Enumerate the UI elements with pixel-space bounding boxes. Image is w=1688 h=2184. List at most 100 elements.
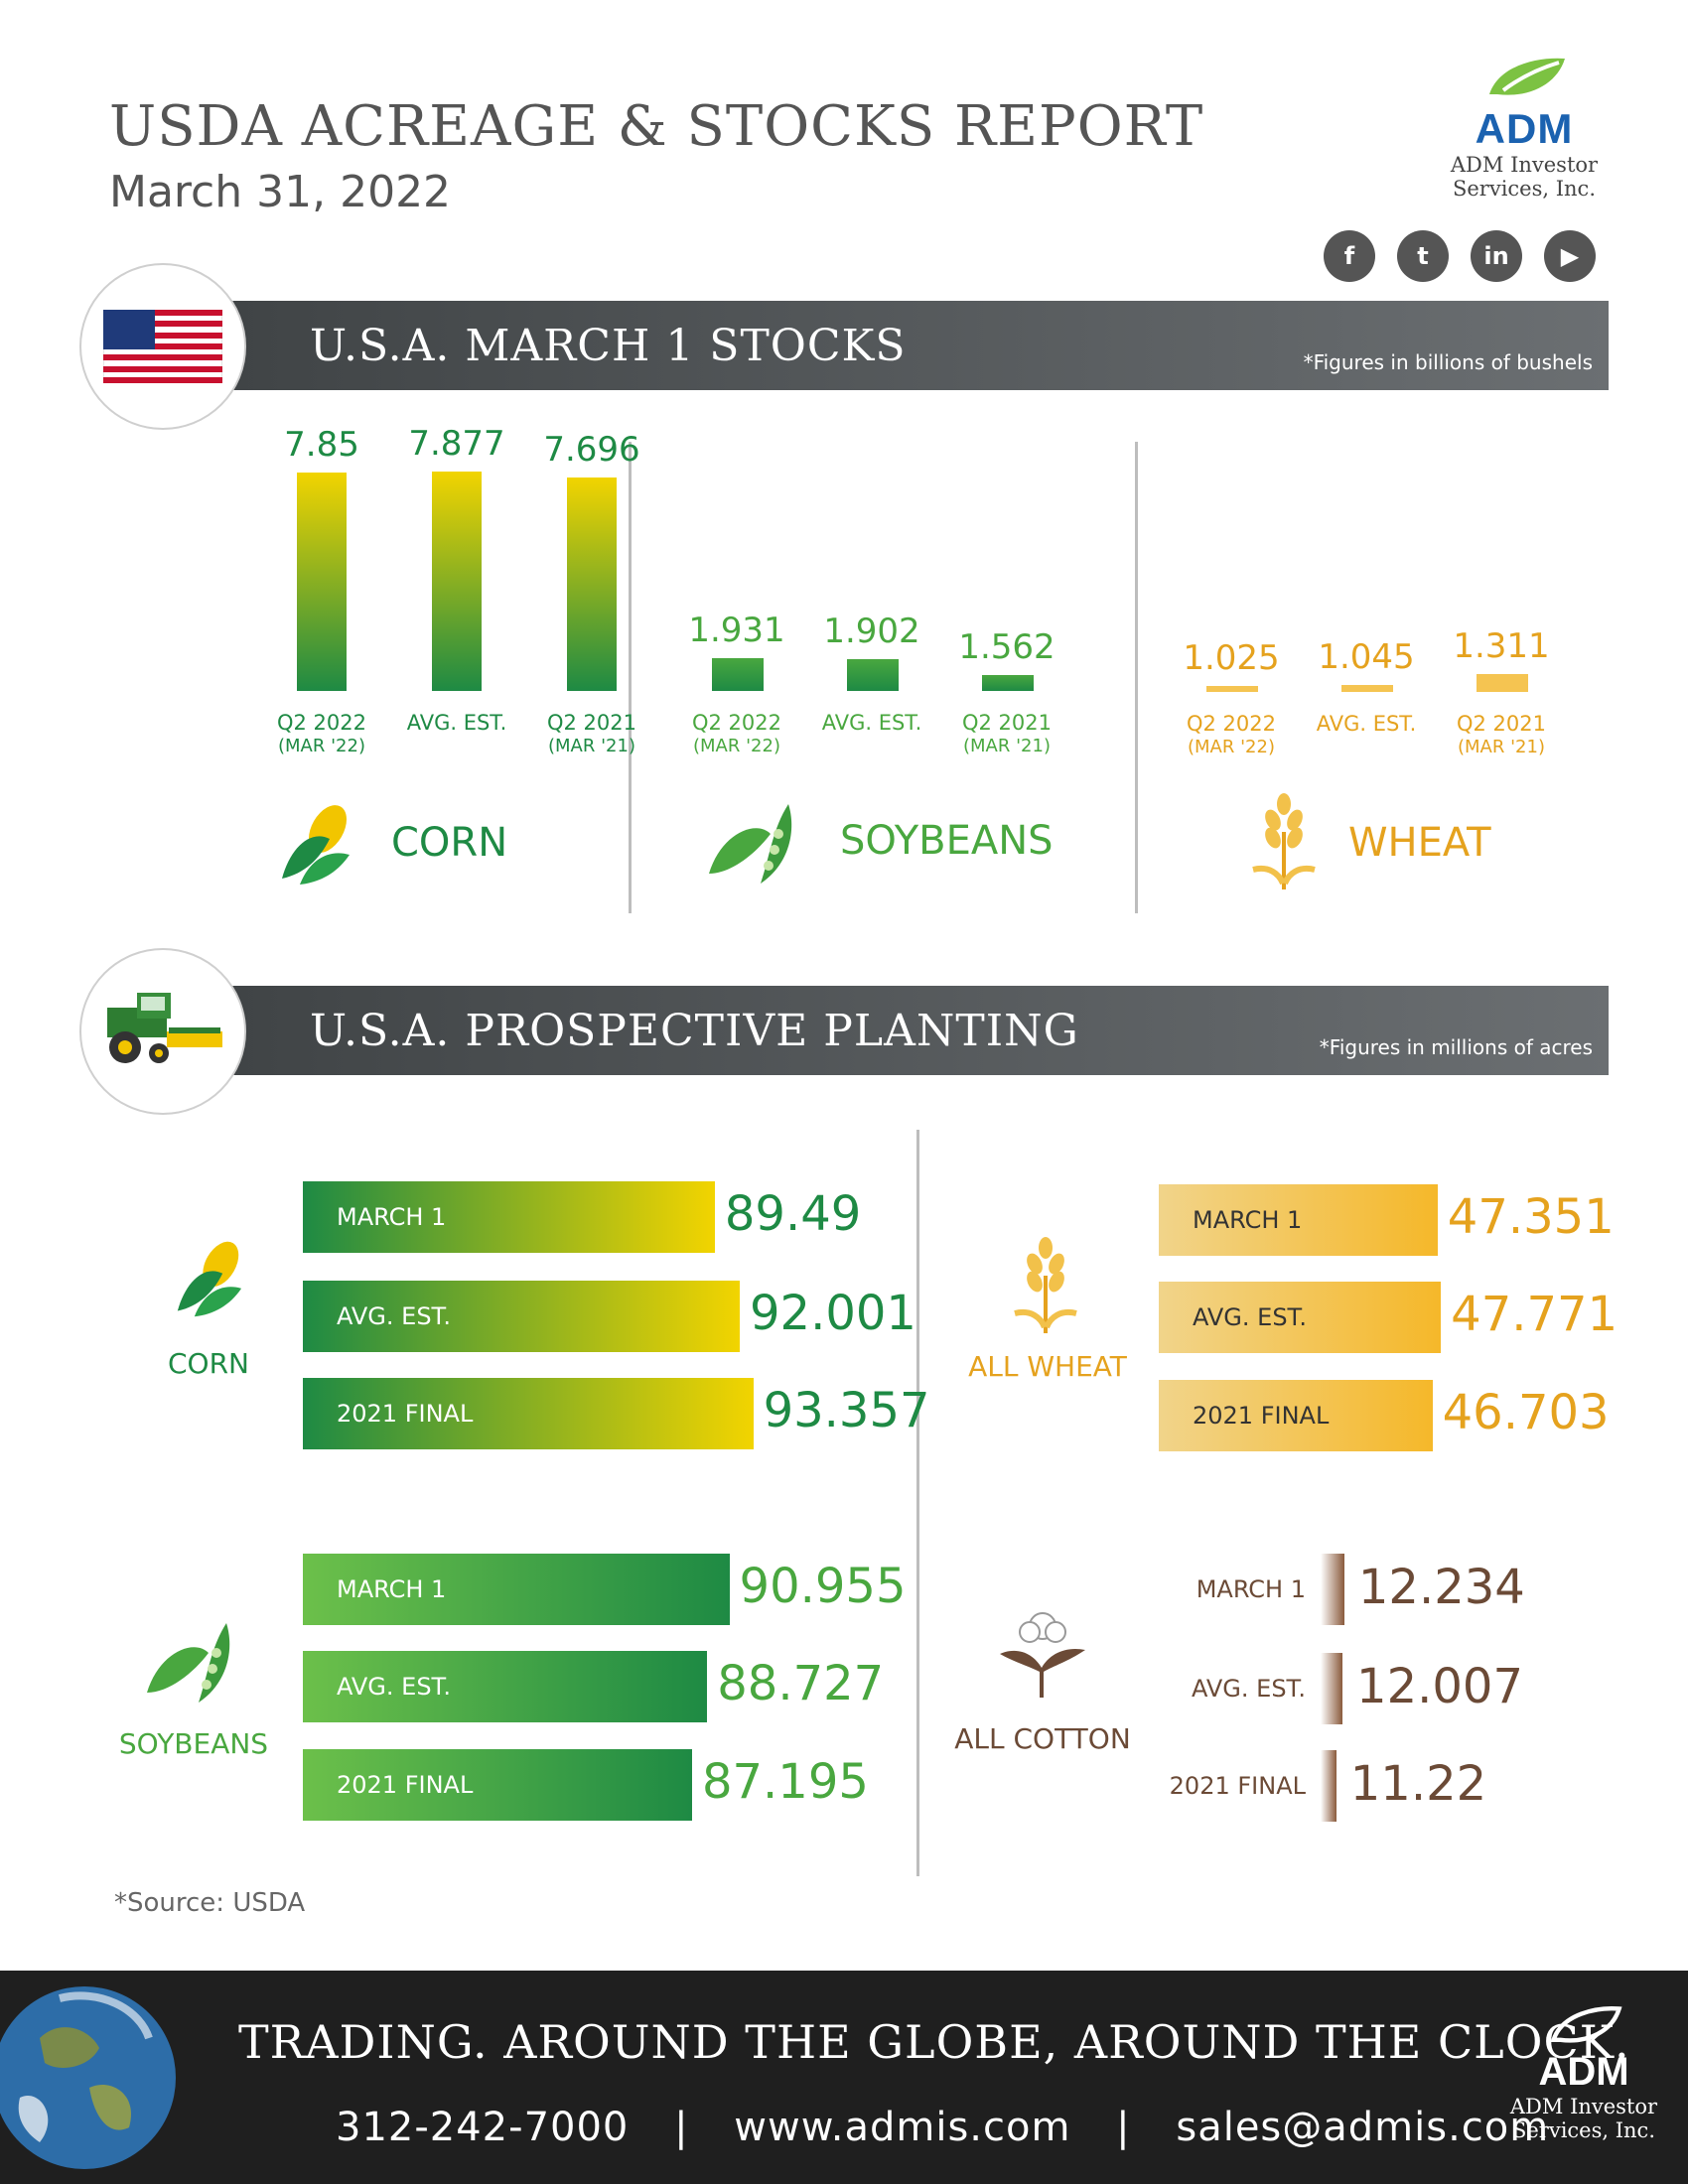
planting-bar-label: MARCH 1: [337, 1575, 447, 1603]
stock-bar-soybeans-1: [847, 659, 899, 691]
planting-bar-cotton-2: [1321, 1750, 1336, 1822]
stock-category-text: AVG. EST.: [821, 711, 922, 735]
report-date: March 31, 2022: [109, 167, 452, 217]
stocks-divider-1: [629, 442, 632, 913]
stock-category-text: Q2 2021: [961, 711, 1052, 735]
soybean-icon: [709, 804, 792, 884]
planting-bar-label: AVG. EST.: [337, 1673, 451, 1701]
planting-bar-all-wheat-2: 2021 FINAL: [1159, 1380, 1433, 1451]
planting-band: U.S.A. PROSPECTIVE PLANTING *Figures in …: [199, 986, 1609, 1075]
planting-value-label: 87.195: [701, 1754, 869, 1810]
linkedin-icon[interactable]: in: [1471, 230, 1522, 282]
flag-badge: [79, 263, 246, 430]
facebook-icon[interactable]: f: [1324, 230, 1375, 282]
footer-contact: 312-242-7000 | www.admis.com | sales@adm…: [336, 2105, 1549, 2150]
stock-category-sublabel: (MAR '22): [693, 736, 780, 756]
planting-soy-label: SOYBEANS: [118, 1727, 269, 1760]
stock-bar-wheat-1: [1341, 685, 1393, 692]
stock-value-label: 1.025: [1183, 638, 1280, 679]
combine-badge: [79, 948, 246, 1115]
footer-tagline: TRADING. AROUND THE GLOBE, AROUND THE CL…: [238, 2015, 1630, 2069]
stock-category-text: Q2 2022: [1186, 712, 1276, 736]
stock-bar-corn-2: [567, 477, 617, 691]
stocks-soy-label: SOYBEANS: [840, 818, 1054, 864]
separator: |: [1116, 2105, 1131, 2150]
footer-adm-logo[interactable]: ADM ADM Investor Services, Inc.: [1499, 2005, 1668, 2142]
planting-cotton-label: ALL COTTON: [954, 1722, 1131, 1755]
email-link[interactable]: sales@admis.com: [1176, 2105, 1550, 2150]
stock-category-sublabel: (MAR '21): [548, 736, 635, 756]
corn-icon: [177, 1241, 242, 1317]
stock-category-label: Q2 2022 (MAR '22): [1157, 712, 1306, 759]
stock-value-label: 1.045: [1318, 637, 1415, 678]
website-link[interactable]: www.admis.com: [734, 2105, 1071, 2150]
planting-value-label: 47.771: [1451, 1287, 1618, 1342]
planting-value-label: 88.727: [717, 1656, 885, 1711]
stocks-divider-2: [1135, 442, 1138, 913]
leaf-icon: [1489, 58, 1565, 95]
planting-bar-soybeans-1: AVG. EST.: [303, 1651, 708, 1722]
twitter-icon[interactable]: t: [1397, 230, 1449, 282]
cotton-category-label: AVG. EST.: [1192, 1675, 1306, 1703]
footer-logo-sub-2: Services, Inc.: [1511, 2118, 1655, 2142]
stock-category-label: Q2 2021 (MAR '21): [932, 711, 1081, 758]
planting-value-label: 90.955: [739, 1559, 907, 1614]
youtube-icon[interactable]: ▶: [1544, 230, 1596, 282]
adm-logo[interactable]: ADM ADM Investor Services, Inc.: [1430, 55, 1618, 201]
planting-value-label: 46.703: [1442, 1385, 1610, 1440]
planting-note: *Figures in millions of acres: [1319, 1035, 1593, 1059]
stock-bar-corn-0: [297, 473, 347, 691]
planting-bar-cotton-0: [1321, 1554, 1344, 1625]
planting-bar-corn-1: AVG. EST.: [303, 1281, 740, 1352]
footer-logo-sub-1: ADM Investor: [1509, 2095, 1658, 2118]
planting-wheat-label: ALL WHEAT: [968, 1350, 1127, 1383]
stock-value-label: 1.931: [688, 611, 785, 651]
source-note: *Source: USDA: [114, 1888, 306, 1918]
cotton-value-label: 12.234: [1357, 1560, 1525, 1615]
stock-category-text: Q2 2022: [276, 711, 366, 735]
planting-divider: [916, 1130, 919, 1876]
stocks-corn-label: CORN: [391, 820, 508, 866]
logo-text: ADM: [1475, 105, 1574, 152]
planting-bar-all-wheat-1: AVG. EST.: [1159, 1282, 1442, 1353]
stock-category-sublabel: (MAR '22): [1188, 737, 1275, 757]
planting-bar-soybeans-0: MARCH 1: [303, 1554, 730, 1625]
planting-bar-label: MARCH 1: [337, 1203, 447, 1231]
stock-category-label: Q2 2021 (MAR '21): [517, 711, 666, 758]
leaf-icon: [1550, 2006, 1622, 2043]
planting-title: U.S.A. PROSPECTIVE PLANTING: [310, 1006, 1079, 1056]
stock-bar-wheat-2: [1477, 673, 1528, 692]
planting-value-label: 47.351: [1447, 1189, 1615, 1245]
footer: [0, 1971, 1688, 2184]
stock-bar-wheat-0: [1206, 686, 1258, 692]
stocks-wheat-label: WHEAT: [1348, 820, 1491, 866]
stock-category-text: Q2 2021: [1456, 712, 1546, 736]
stock-category-label: Q2 2022 (MAR '22): [662, 711, 811, 758]
logo-sub-1: ADM Investor: [1450, 153, 1599, 177]
stock-category-text: Q2 2022: [691, 711, 781, 735]
stock-value-label: 1.311: [1453, 625, 1550, 666]
wheat-icon: [1252, 793, 1316, 889]
page-title: USDA ACREAGE & STOCKS REPORT: [109, 94, 1204, 159]
planting-bar-corn-2: 2021 FINAL: [303, 1378, 754, 1449]
stock-category-label: AVG. EST.: [382, 711, 531, 735]
planting-bar-label: AVG. EST.: [1193, 1303, 1307, 1331]
planting-bar-label: MARCH 1: [1193, 1206, 1303, 1234]
planting-bar-cotton-1: [1321, 1653, 1343, 1724]
stocks-title: U.S.A. MARCH 1 STOCKS: [310, 321, 907, 371]
planting-bar-label: 2021 FINAL: [1193, 1402, 1330, 1430]
earth-globe-icon: [0, 1986, 176, 2169]
planting-bar-all-wheat-0: MARCH 1: [1159, 1184, 1438, 1256]
stock-value-label: 7.696: [543, 429, 640, 470]
us-flag-icon: [103, 310, 222, 383]
planting-value-label: 89.49: [724, 1186, 862, 1242]
logo-sub-2: Services, Inc.: [1452, 177, 1596, 201]
stock-bar-soybeans-0: [712, 658, 764, 691]
stock-category-text: AVG. EST.: [406, 711, 507, 735]
stock-bar-soybeans-2: [982, 674, 1034, 691]
stock-bar-corn-1: [432, 472, 482, 691]
planting-bar-soybeans-2: 2021 FINAL: [303, 1749, 692, 1821]
phone-link[interactable]: 312-242-7000: [336, 2105, 630, 2150]
cotton-category-label: MARCH 1: [1196, 1575, 1306, 1603]
stock-category-label: Q2 2022 (MAR '22): [247, 711, 396, 758]
